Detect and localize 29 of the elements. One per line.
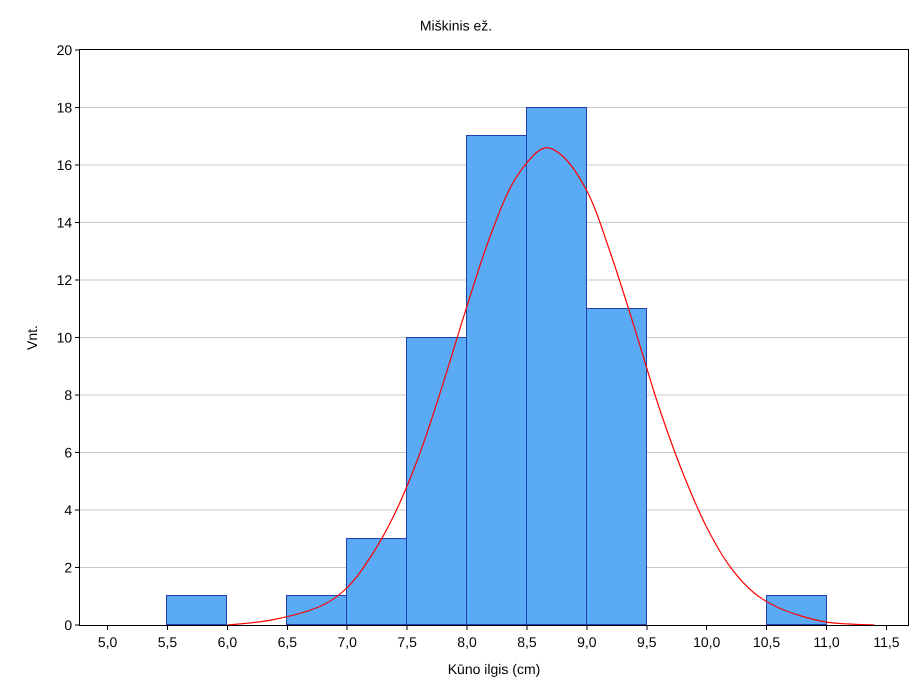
y-tick-label: 14 — [56, 214, 72, 230]
y-tick-label: 10 — [56, 329, 72, 346]
x-tick-label: 5,5 — [158, 634, 178, 650]
x-axis-title: Kūno ilgis (cm) — [448, 661, 540, 678]
y-tick-label: 18 — [56, 99, 72, 116]
x-tick-label: 10,5 — [752, 634, 780, 650]
y-tick-label: 16 — [56, 156, 72, 173]
x-tick-label: 11,5 — [873, 634, 900, 650]
x-tick-label: 6,0 — [218, 634, 238, 650]
x-tick-label: 7,0 — [337, 634, 358, 650]
x-tick-label: 8,5 — [517, 634, 537, 650]
y-tick-label: 8 — [64, 386, 72, 403]
x-tick-label: 10,0 — [693, 634, 721, 650]
y-tick-label: 20 — [56, 42, 72, 58]
y-axis-title: Vnt. — [24, 325, 40, 350]
x-tick-label: 6,5 — [278, 634, 298, 650]
y-tick-label: 12 — [56, 272, 72, 288]
line-series — [226, 147, 876, 625]
x-tick-label: 7,5 — [397, 634, 418, 650]
y-tick-label: 0 — [64, 616, 72, 633]
y-tick-label: 2 — [64, 559, 72, 576]
chart-title: Miškinis ež. — [420, 17, 492, 34]
y-tick-label: 4 — [64, 502, 72, 518]
x-tick-label: 5,0 — [98, 634, 118, 650]
y-tick-label: 6 — [64, 444, 72, 460]
x-tick-label: 11,0 — [813, 634, 840, 650]
x-tick-label: 8,0 — [457, 634, 477, 650]
x-tick-label: 9,5 — [637, 634, 657, 650]
x-tick-label: 9,0 — [577, 634, 597, 650]
